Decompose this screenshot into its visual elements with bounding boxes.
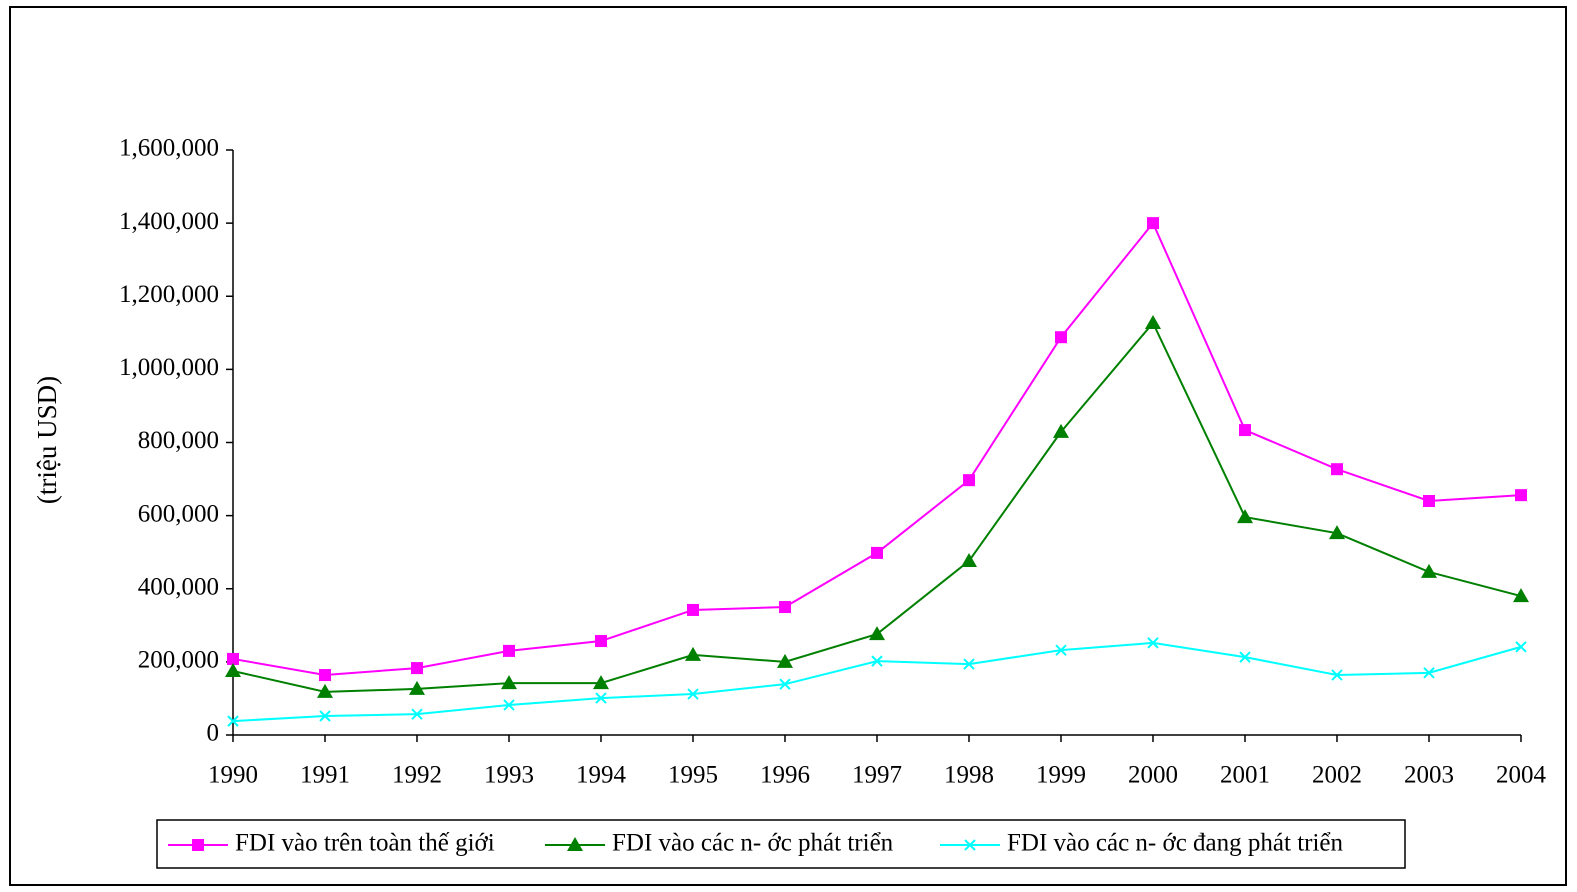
data-point — [595, 635, 607, 648]
x-tick-label: 2002 — [1312, 762, 1362, 789]
x-tick-label: 2001 — [1220, 762, 1270, 789]
data-point — [687, 688, 699, 700]
x-tick-label: 2003 — [1404, 762, 1454, 789]
data-point — [1237, 509, 1253, 524]
data-point — [1239, 424, 1251, 437]
x-tick-label: 2000 — [1128, 762, 1178, 789]
legend-marker — [567, 837, 583, 851]
data-point — [501, 675, 517, 690]
legend-marker — [192, 839, 204, 851]
series-line — [232, 641, 1522, 723]
legend-label: FDI vào các n- ớc đang phát triển — [1007, 830, 1344, 857]
legend-label: FDI vào trên toàn thế giới — [235, 830, 495, 857]
data-point — [1239, 651, 1251, 663]
y-tick-label: 1,200,000 — [119, 281, 219, 308]
data-point — [1053, 423, 1069, 438]
data-point — [1331, 463, 1343, 476]
x-tick-label: 1991 — [300, 762, 350, 789]
x-tick-label: 1997 — [852, 762, 902, 789]
y-tick-label: 1,000,000 — [119, 354, 219, 381]
data-point — [1147, 637, 1159, 649]
series-line — [232, 221, 1522, 677]
y-tick-label: 1,600,000 — [119, 135, 219, 162]
data-point — [227, 715, 239, 727]
x-tick-label: 1996 — [760, 762, 810, 789]
y-tick-label: 1,400,000 — [119, 208, 219, 235]
data-point — [1515, 489, 1527, 502]
data-point — [777, 653, 793, 668]
data-point — [409, 680, 425, 695]
data-point — [1055, 644, 1067, 656]
data-point — [1147, 217, 1159, 230]
data-point — [1055, 331, 1067, 344]
data-point — [225, 663, 241, 678]
x-tick-label: 1998 — [944, 762, 994, 789]
data-point — [1421, 563, 1437, 578]
data-point — [1329, 525, 1345, 540]
x-tick-label: 1999 — [1036, 762, 1086, 789]
chart-frame — [9, 6, 1567, 886]
data-point — [1423, 667, 1435, 679]
data-point — [319, 710, 331, 722]
x-tick-label: 1990 — [208, 762, 258, 789]
data-point — [503, 699, 515, 711]
legend-label: FDI vào các n- ớc phát triển — [612, 830, 894, 857]
data-point — [961, 552, 977, 567]
data-point — [1513, 588, 1529, 603]
data-point — [1145, 314, 1161, 329]
data-point — [779, 601, 791, 614]
data-point — [963, 474, 975, 487]
data-point — [317, 683, 333, 698]
data-point — [411, 662, 423, 675]
data-point — [1515, 641, 1527, 653]
data-point — [685, 646, 701, 661]
data-point — [593, 675, 609, 690]
legend-marker — [964, 839, 976, 851]
y-tick-label: 400,000 — [138, 573, 219, 600]
y-axis-label: (triệu USD) — [32, 376, 62, 504]
data-point — [779, 678, 791, 690]
data-point — [687, 603, 699, 616]
data-point — [411, 708, 423, 720]
data-point — [871, 655, 883, 667]
y-tick-label: 800,000 — [138, 427, 219, 454]
x-tick-label: 1993 — [484, 762, 534, 789]
data-point — [595, 692, 607, 704]
data-point — [869, 626, 885, 641]
x-tick-label: 1992 — [392, 762, 442, 789]
y-tick-label: 0 — [207, 720, 220, 747]
x-tick-label: 1994 — [576, 762, 627, 789]
y-tick-label: 200,000 — [138, 647, 219, 674]
y-tick-label: 600,000 — [138, 500, 219, 527]
data-point — [319, 669, 331, 682]
data-point — [227, 652, 239, 665]
data-point — [503, 644, 515, 657]
x-tick-label: 1995 — [668, 762, 718, 789]
legend-box — [156, 819, 1406, 869]
data-point — [871, 546, 883, 559]
data-point — [963, 658, 975, 670]
x-tick-label: 2004 — [1496, 762, 1547, 789]
data-point — [1331, 669, 1343, 681]
data-point — [1423, 495, 1435, 507]
